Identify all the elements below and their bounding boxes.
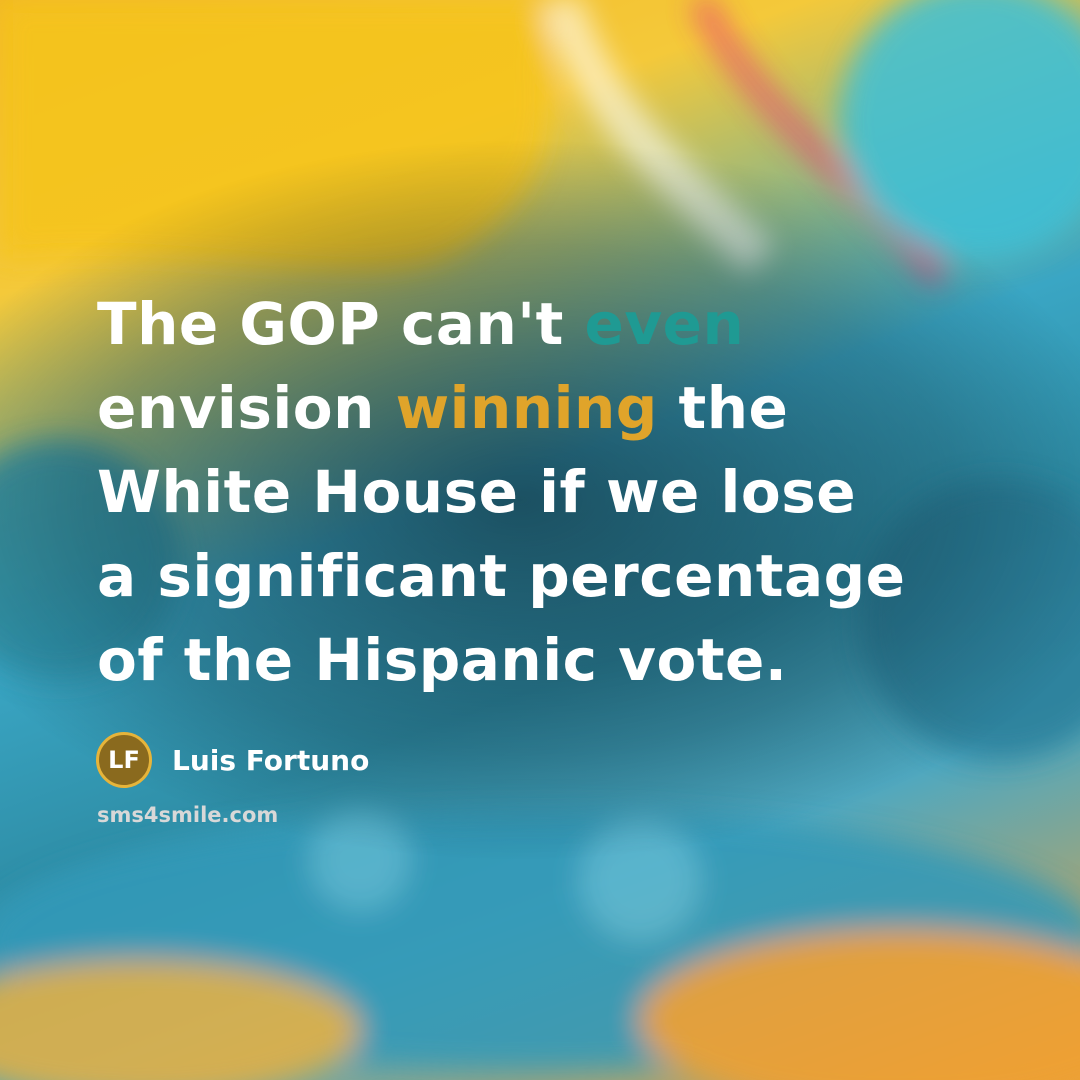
author: LF Luis Fortuno <box>96 730 369 790</box>
quote-segment: White House if we lose <box>97 458 857 526</box>
quote-segment: the <box>657 374 789 442</box>
quote-line: The GOP can't even <box>97 282 905 366</box>
quote-text: The GOP can't even envision winning the Wh… <box>97 282 905 702</box>
quote-line: of the Hispanic vote. <box>97 618 905 702</box>
highlight-word: winning <box>395 374 658 442</box>
quote-segment: The GOP can't <box>97 290 585 358</box>
author-initials: LF <box>96 732 152 788</box>
website: sms4smile.com <box>97 803 279 827</box>
quote-line: White House if we lose <box>97 450 905 534</box>
quote-line: envision winning the <box>97 366 905 450</box>
quote-segment: of the Hispanic vote. <box>97 626 788 694</box>
author-name: Luis Fortuno <box>172 743 370 777</box>
quote-segment: a significant percentage <box>97 542 906 610</box>
highlight-word: even <box>584 290 745 358</box>
quote-segment: envision <box>97 374 396 442</box>
quote-line: a significant percentage <box>97 534 905 618</box>
